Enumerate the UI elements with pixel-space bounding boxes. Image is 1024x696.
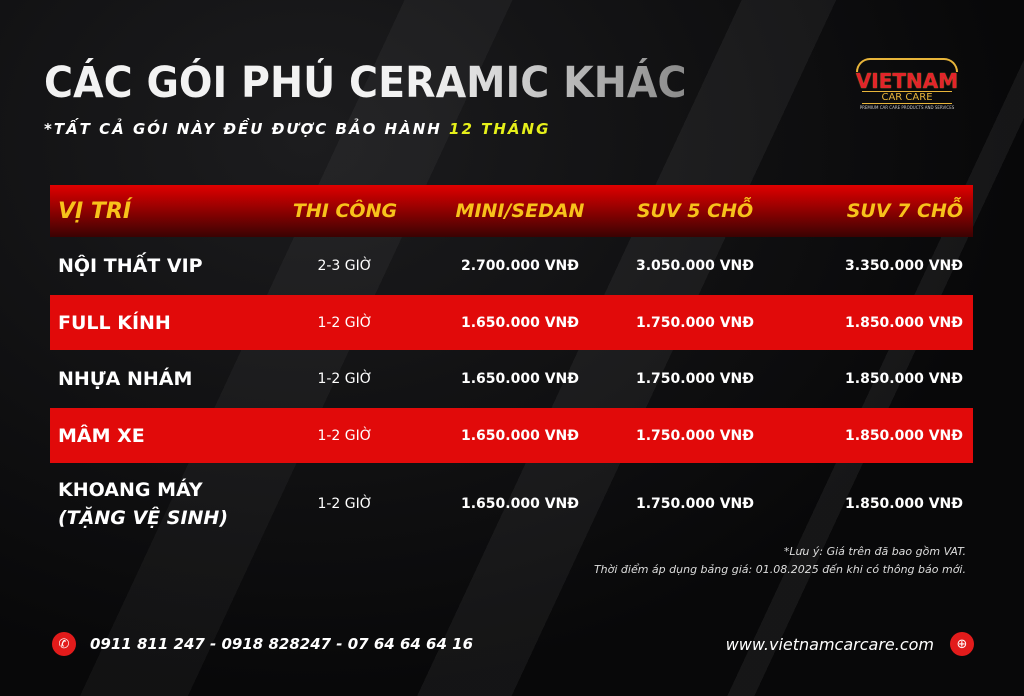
table-row: NHỰA NHÁM 1-2 GIỜ 1.650.000 VNĐ 1.750.000 V…: [50, 350, 973, 408]
row-position: NHỰA NHÁM: [58, 368, 193, 390]
row-price-suv5: 3.050.000 VNĐ: [636, 258, 754, 274]
table-row: MÂM XE 1-2 GIỜ 1.650.000 VNĐ 1.750.000 VNĐ 1…: [50, 408, 973, 463]
phone-contact: ✆ 0911 811 247 - 0918 828247 - 07 64 64 …: [52, 632, 473, 656]
brand-logo: VIETNAM CAR CARE PREMIUM CAR CARE PRODUC…: [842, 58, 972, 110]
row-time: 1-2 GIỜ: [317, 314, 373, 331]
row-price-suv7: 1.850.000 VNĐ: [845, 427, 963, 444]
row-price-suv5: 1.750.000 VNĐ: [636, 496, 754, 512]
row-price-suv7: 1.850.000 VNĐ: [845, 371, 963, 387]
row-price-suv5: 1.750.000 VNĐ: [636, 427, 754, 444]
page-title: CÁC GÓI PHỦ CERAMIC KHÁC: [44, 58, 687, 108]
phone-icon: ✆: [52, 632, 76, 656]
row-price-mini: 2.700.000 VNĐ: [461, 258, 579, 274]
row-price-mini: 1.650.000 VNĐ: [461, 427, 579, 444]
row-price-suv5: 1.750.000 VNĐ: [636, 371, 754, 387]
row-time: 1-2 GIỜ: [317, 371, 373, 387]
row-price-suv7: 3.350.000 VNĐ: [845, 258, 963, 274]
header-mini-sedan: MINI/SEDAN: [455, 200, 585, 222]
table-row: FULL KÍNH 1-2 GIỜ 1.650.000 VNĐ 1.750.000 V…: [50, 295, 973, 350]
header-position: VỊ TRÍ: [58, 198, 132, 224]
table-row: NỘI THẤT VIP 2-3 GIỜ 2.700.000 VNĐ 3.050.00…: [50, 237, 973, 295]
row-time: 1-2 GIỜ: [317, 496, 373, 512]
effective-date-note: Thời điểm áp dụng bảng giá: 01.08.2025 đ…: [593, 563, 966, 576]
row-price-suv5: 1.750.000 VNĐ: [636, 314, 754, 331]
row-price-mini: 1.650.000 VNĐ: [461, 314, 579, 331]
row-position: MÂM XE: [58, 424, 145, 447]
logo-name: VIETNAM: [855, 69, 959, 93]
vat-note: *Lưu ý: Giá trên đã bao gồm VAT.: [783, 545, 966, 558]
price-table: VỊ TRÍ THI CÔNG MINI/SEDAN SUV 5 CHỖ SUV…: [50, 185, 973, 545]
warranty-subtitle: *TẤT CẢ GÓI NÀY ĐỀU ĐƯỢC BẢO HÀNH 12 THÁ…: [44, 120, 550, 138]
row-price-mini: 1.650.000 VNĐ: [461, 496, 579, 512]
logo-tagline: PREMIUM CAR CARE PRODUCTS AND SERVICES: [859, 105, 955, 110]
row-time: 1-2 GIỜ: [317, 427, 373, 444]
row-time: 2-3 GIỜ: [317, 258, 373, 274]
website-contact: www.vietnamcarcare.com ⊕: [726, 632, 974, 656]
header-time: THI CÔNG: [292, 200, 398, 222]
row-position: NỘI THẤT VIP: [58, 255, 203, 277]
row-position: FULL KÍNH: [58, 311, 171, 334]
table-header: VỊ TRÍ THI CÔNG MINI/SEDAN SUV 5 CHỖ SUV…: [50, 185, 973, 237]
phone-numbers: 0911 811 247 - 0918 828247 - 07 64 64 64…: [90, 635, 474, 653]
table-row: KHOANG MÁY (TẶNG VỆ SINH) 1-2 GIỜ 1.650.000…: [50, 463, 973, 545]
row-price-mini: 1.650.000 VNĐ: [461, 371, 579, 387]
globe-icon: ⊕: [950, 632, 974, 656]
header-suv7: SUV 7 CHỖ: [846, 200, 963, 222]
logo-sub: CAR CARE: [862, 91, 952, 104]
subtitle-text: *TẤT CẢ GÓI NÀY ĐỀU ĐƯỢC BẢO HÀNH: [44, 120, 450, 138]
notes: *Lưu ý: Giá trên đã bao gồm VAT. Thời đi…: [594, 543, 966, 579]
website-link[interactable]: www.vietnamcarcare.com: [725, 634, 934, 654]
row-position: KHOANG MÁY (TẶNG VỆ SINH): [58, 479, 228, 529]
row-price-suv7: 1.850.000 VNĐ: [845, 496, 963, 512]
header-suv5: SUV 5 CHỖ: [636, 200, 754, 222]
warranty-highlight: 12 THÁNG: [449, 120, 551, 138]
row-price-suv7: 1.850.000 VNĐ: [845, 314, 963, 331]
